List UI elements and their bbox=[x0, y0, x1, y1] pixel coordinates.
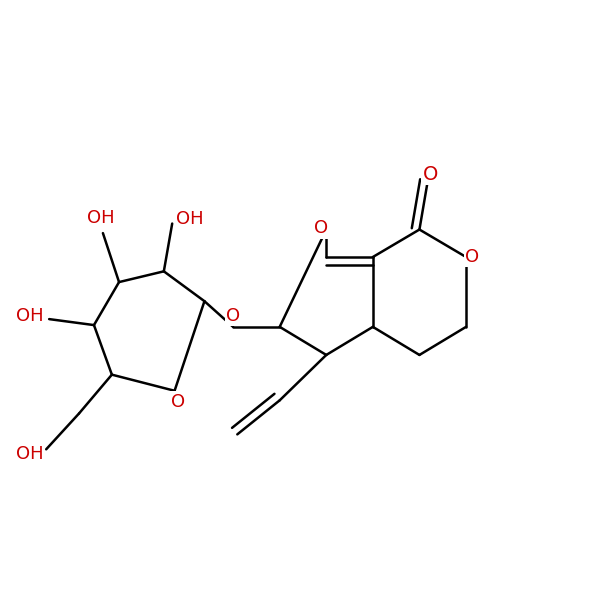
Text: O: O bbox=[314, 220, 329, 238]
Text: O: O bbox=[422, 165, 438, 184]
Text: O: O bbox=[226, 307, 240, 325]
Text: O: O bbox=[465, 248, 479, 266]
Text: OH: OH bbox=[16, 445, 43, 463]
Text: O: O bbox=[170, 392, 185, 410]
Text: OH: OH bbox=[88, 209, 115, 227]
Text: OH: OH bbox=[16, 307, 44, 325]
Text: OH: OH bbox=[176, 210, 204, 228]
